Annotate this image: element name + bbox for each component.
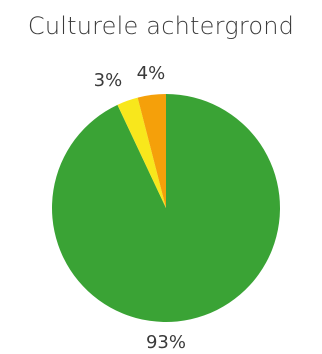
pie-slice-2: [117, 97, 166, 208]
pie-labels: 93% 3% 4%: [94, 63, 186, 353]
pie-label-2: 3%: [94, 70, 123, 91]
pie-label-1: 93%: [146, 332, 186, 353]
pie-slices: [51, 94, 280, 323]
chart-title: Culturele achtergrond: [27, 12, 295, 40]
pie-slice-1: [51, 94, 280, 323]
pie-slice-3: [137, 94, 166, 208]
pie-label-3: 4%: [137, 63, 166, 84]
